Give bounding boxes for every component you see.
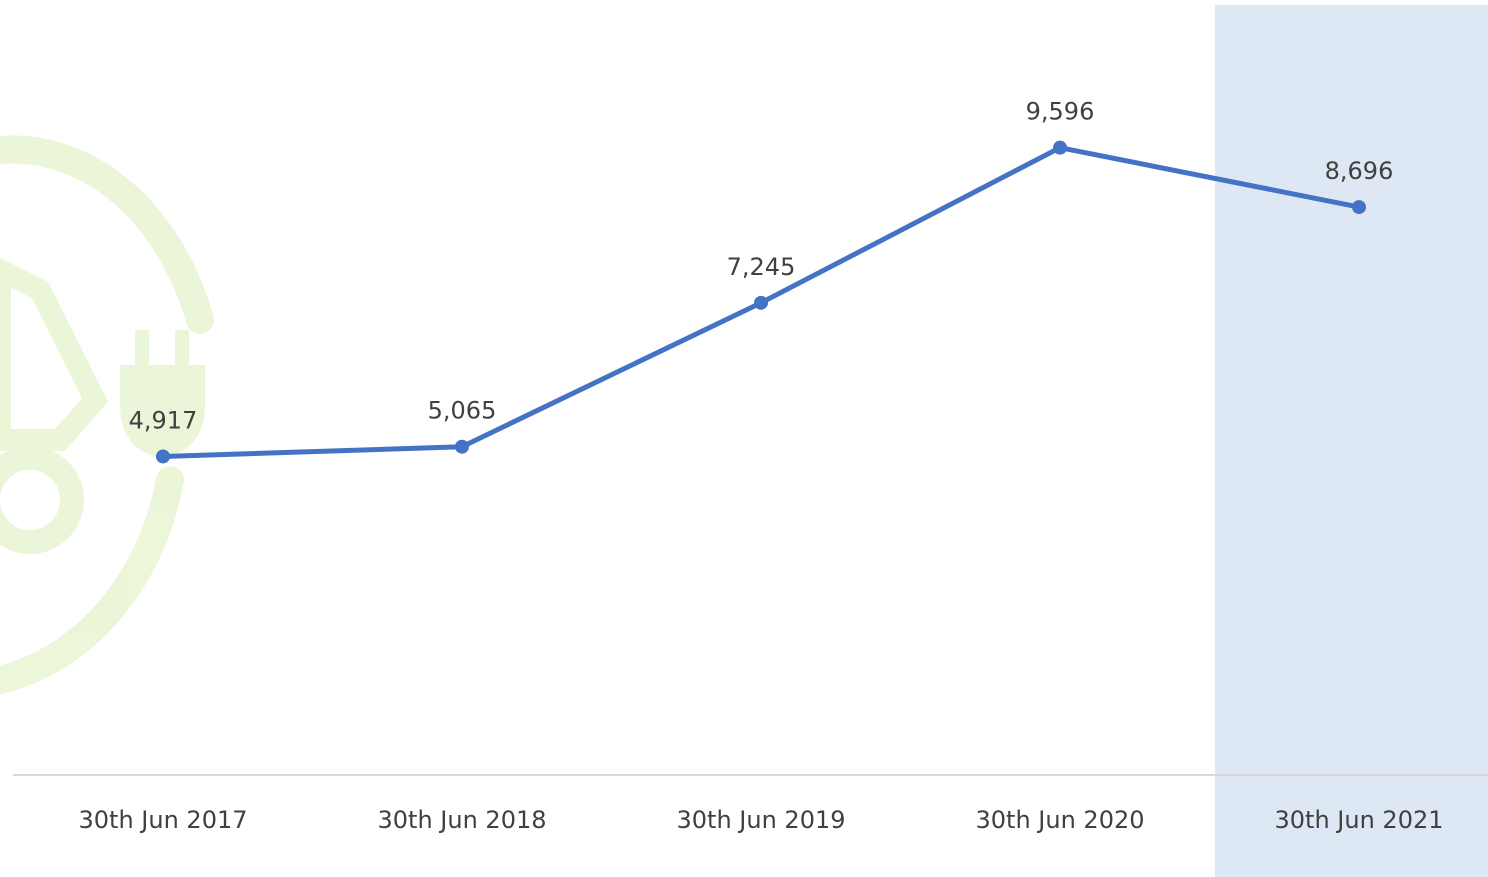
watermark-plug-prong-left xyxy=(135,330,149,370)
data-point-marker xyxy=(754,295,768,310)
data-point-marker xyxy=(455,439,469,454)
watermark-tractor-wheel xyxy=(0,446,84,554)
data-point-marker xyxy=(1053,140,1067,155)
x-tick-label: 30th Jun 2019 xyxy=(677,806,846,834)
x-tick-label: 30th Jun 2021 xyxy=(1275,806,1444,834)
data-point-marker xyxy=(156,449,170,464)
data-markers xyxy=(156,140,1366,464)
data-label: 7,245 xyxy=(727,253,796,281)
x-tick-label: 30th Jun 2020 xyxy=(976,806,1145,834)
x-tick-labels: 30th Jun 2017 30th Jun 2018 30th Jun 2019 3… xyxy=(79,806,1444,834)
data-label: 5,065 xyxy=(428,397,497,425)
x-tick-label: 30th Jun 2017 xyxy=(79,806,248,834)
data-labels: 4,917 5,065 7,245 9,596 8,696 xyxy=(129,98,1394,435)
watermark-plug-body xyxy=(120,365,205,458)
electric-tractor-plug-icon xyxy=(0,135,214,694)
watermark-plug-prong-right xyxy=(175,330,189,370)
watermark-arc-upper xyxy=(0,135,214,334)
data-label: 9,596 xyxy=(1026,98,1095,126)
highlight-band xyxy=(1215,5,1488,877)
data-label: 8,696 xyxy=(1325,157,1394,185)
x-tick-label: 30th Jun 2018 xyxy=(378,806,547,834)
watermark-arc-lower xyxy=(0,466,184,694)
data-point-marker xyxy=(1352,200,1366,215)
watermark-tractor-cab xyxy=(0,257,109,451)
data-label: 4,917 xyxy=(129,406,198,434)
